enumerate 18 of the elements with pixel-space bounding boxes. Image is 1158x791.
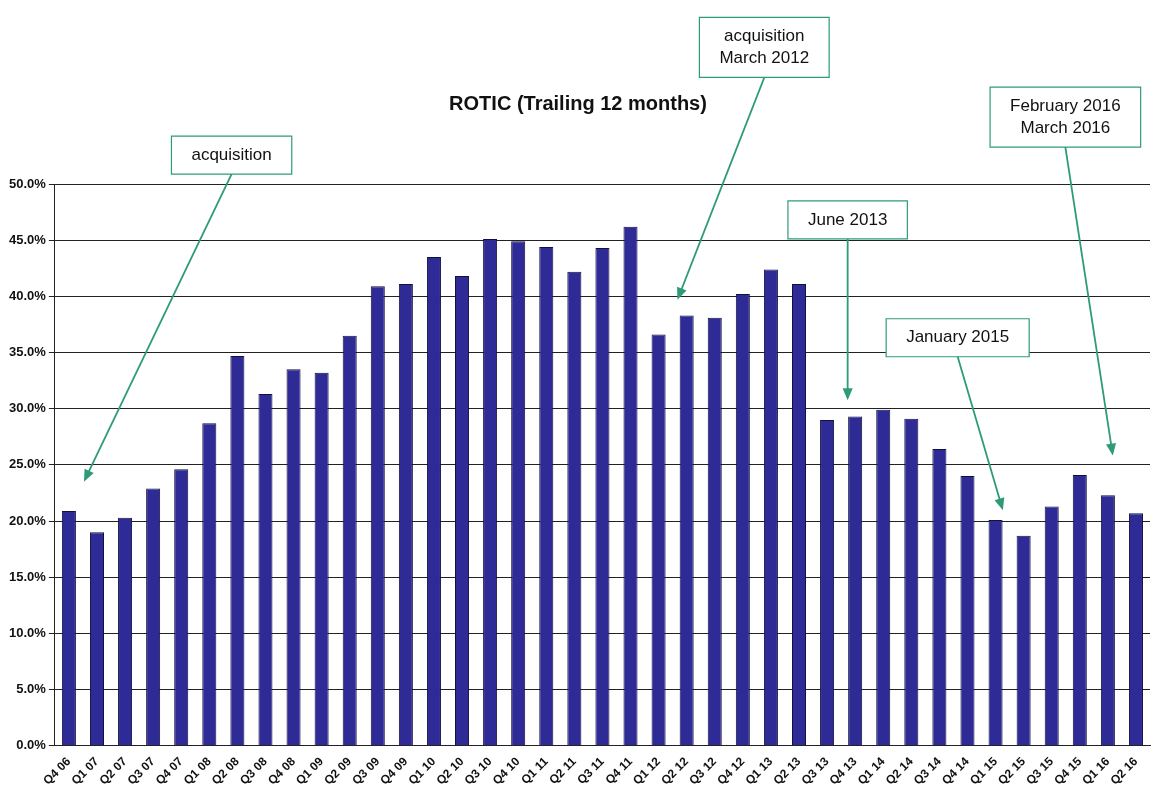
- y-tick-label: 30.0%: [8, 400, 47, 416]
- text: acquisition March 2012: [719, 26, 810, 68]
- y-tick-label: 40.0%: [8, 287, 47, 303]
- y-tick-label: 20.0%: [8, 512, 47, 528]
- x-tick-label: Q1 11: [518, 754, 551, 787]
- annotation: June 2013: [807, 209, 888, 229]
- y-tick-label: 5.0%: [16, 681, 47, 697]
- chart-title: ROTIC (Trailing 12 months): [449, 91, 707, 114]
- y-tick-label: 35.0%: [8, 344, 47, 360]
- y-tick-label: 25.0%: [8, 456, 47, 472]
- y-tick-label: 0.0%: [16, 737, 47, 753]
- y-tick-label: 50.0%: [8, 175, 47, 191]
- text: acquisition: [191, 144, 272, 164]
- text: February 2016 March 2016: [1010, 95, 1121, 137]
- y-tick-label: 15.0%: [8, 568, 47, 584]
- y-tick-label: 10.0%: [8, 624, 47, 640]
- y-tick-label: 45.0%: [8, 231, 47, 247]
- annotation: January 2015: [906, 327, 1010, 347]
